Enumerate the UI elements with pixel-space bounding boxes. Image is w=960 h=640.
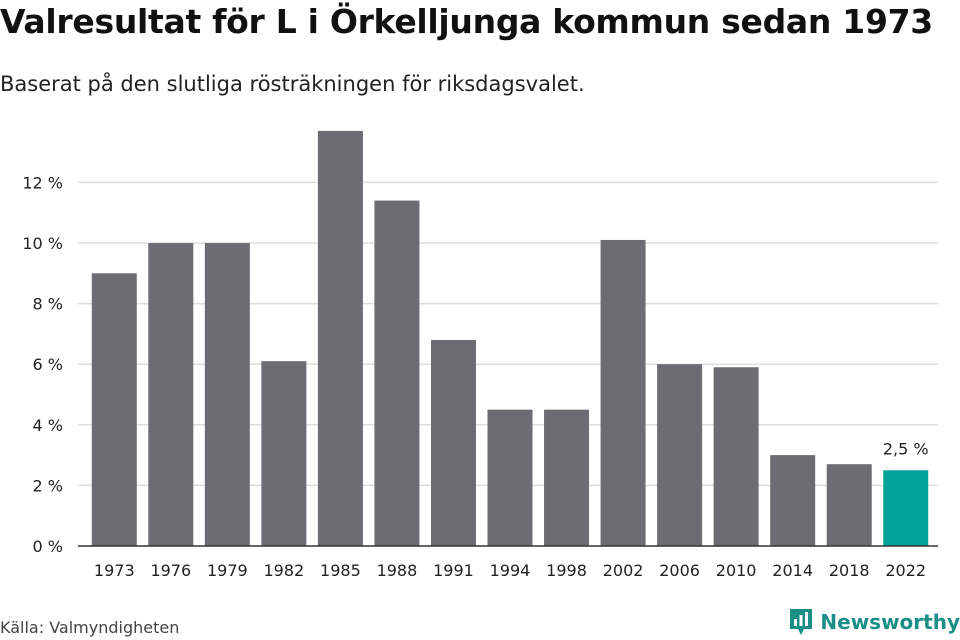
bar-1982 bbox=[261, 361, 307, 546]
chart-subtitle: Baserat på den slutliga rösträkningen fö… bbox=[0, 72, 585, 96]
y-axis-ticks: 0 % 2 % 4 % 6 % 8 % 10 % 12 % bbox=[22, 173, 63, 556]
x-tick-label: 2022 bbox=[885, 561, 926, 580]
bar-1973 bbox=[91, 273, 137, 546]
y-tick-label: 12 % bbox=[22, 173, 63, 192]
brand-name: Newsworthy bbox=[820, 610, 960, 634]
x-tick-label: 2014 bbox=[772, 561, 813, 580]
bar-1998 bbox=[544, 409, 590, 546]
bar-2014 bbox=[770, 455, 816, 546]
x-tick-label: 1998 bbox=[546, 561, 587, 580]
y-tick-label: 0 % bbox=[33, 537, 63, 556]
x-axis-ticks: 1973 1976 1979 1982 1985 1988 1991 1994 1998 2002… bbox=[94, 561, 926, 580]
y-tick-label: 4 % bbox=[33, 416, 63, 435]
bar-2022 bbox=[883, 470, 929, 546]
x-tick-label: 1991 bbox=[433, 561, 474, 580]
bar-chart: 0 % 2 % 4 % 6 % 8 % 10 % 12 % 1973 1976 1979 1982… bbox=[22, 130, 938, 580]
bar-2018 bbox=[826, 464, 872, 546]
brand-logo: Newsworthy bbox=[788, 607, 960, 637]
bars bbox=[91, 130, 929, 546]
x-tick-label: 2010 bbox=[716, 561, 757, 580]
source-note: Källa: Valmyndigheten bbox=[0, 618, 180, 637]
y-tick-label: 2 % bbox=[33, 476, 63, 495]
bar-1976 bbox=[148, 243, 194, 546]
x-tick-label: 2002 bbox=[603, 561, 644, 580]
bar-1985 bbox=[317, 130, 363, 546]
bar-2002 bbox=[600, 239, 646, 546]
bar-2006 bbox=[657, 364, 703, 546]
bar-1994 bbox=[487, 409, 533, 546]
annotations: 2,5 % bbox=[883, 439, 929, 458]
bar-1991 bbox=[430, 339, 476, 546]
x-tick-label: 2006 bbox=[659, 561, 700, 580]
x-tick-label: 1979 bbox=[207, 561, 248, 580]
x-tick-label: 1994 bbox=[490, 561, 531, 580]
x-tick-label: 1985 bbox=[320, 561, 361, 580]
x-tick-label: 1973 bbox=[94, 561, 135, 580]
bar-2010 bbox=[713, 367, 759, 546]
y-tick-label: 10 % bbox=[22, 234, 63, 253]
x-tick-label: 1976 bbox=[150, 561, 191, 580]
bar-1979 bbox=[204, 243, 250, 546]
x-tick-label: 1982 bbox=[264, 561, 305, 580]
x-tick-label: 2018 bbox=[829, 561, 870, 580]
value-annotation: 2,5 % bbox=[883, 439, 929, 458]
chart-title: Valresultat för L i Örkelljunga kommun s… bbox=[0, 2, 933, 41]
newsworthy-logo-icon bbox=[790, 609, 813, 635]
y-tick-label: 8 % bbox=[33, 295, 63, 314]
y-tick-label: 6 % bbox=[33, 355, 63, 374]
x-tick-label: 1988 bbox=[377, 561, 418, 580]
bar-1988 bbox=[374, 200, 420, 546]
